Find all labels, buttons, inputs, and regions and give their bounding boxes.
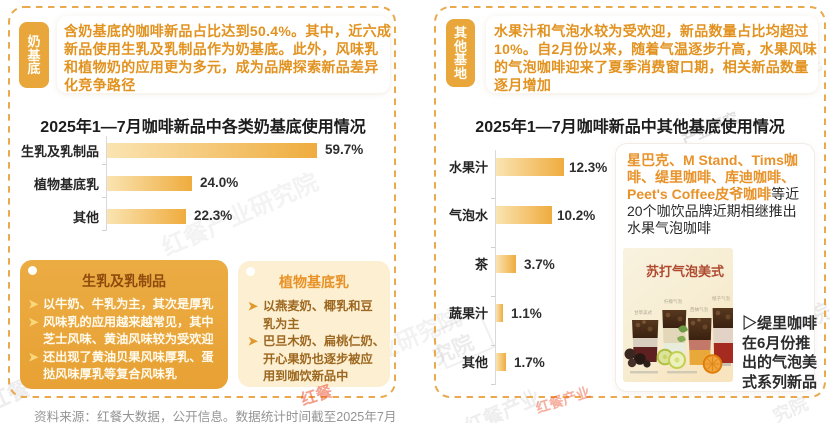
svg-text:橙子气泡: 橙子气泡 (712, 295, 730, 302)
svg-text:柠檬气泡: 柠檬气泡 (664, 298, 682, 305)
svg-text:苏打气泡美式: 苏打气泡美式 (646, 264, 724, 279)
svg-text:西柚气泡: 西柚气泡 (690, 306, 708, 313)
svg-text:甘草美式: 甘草美式 (634, 309, 652, 316)
